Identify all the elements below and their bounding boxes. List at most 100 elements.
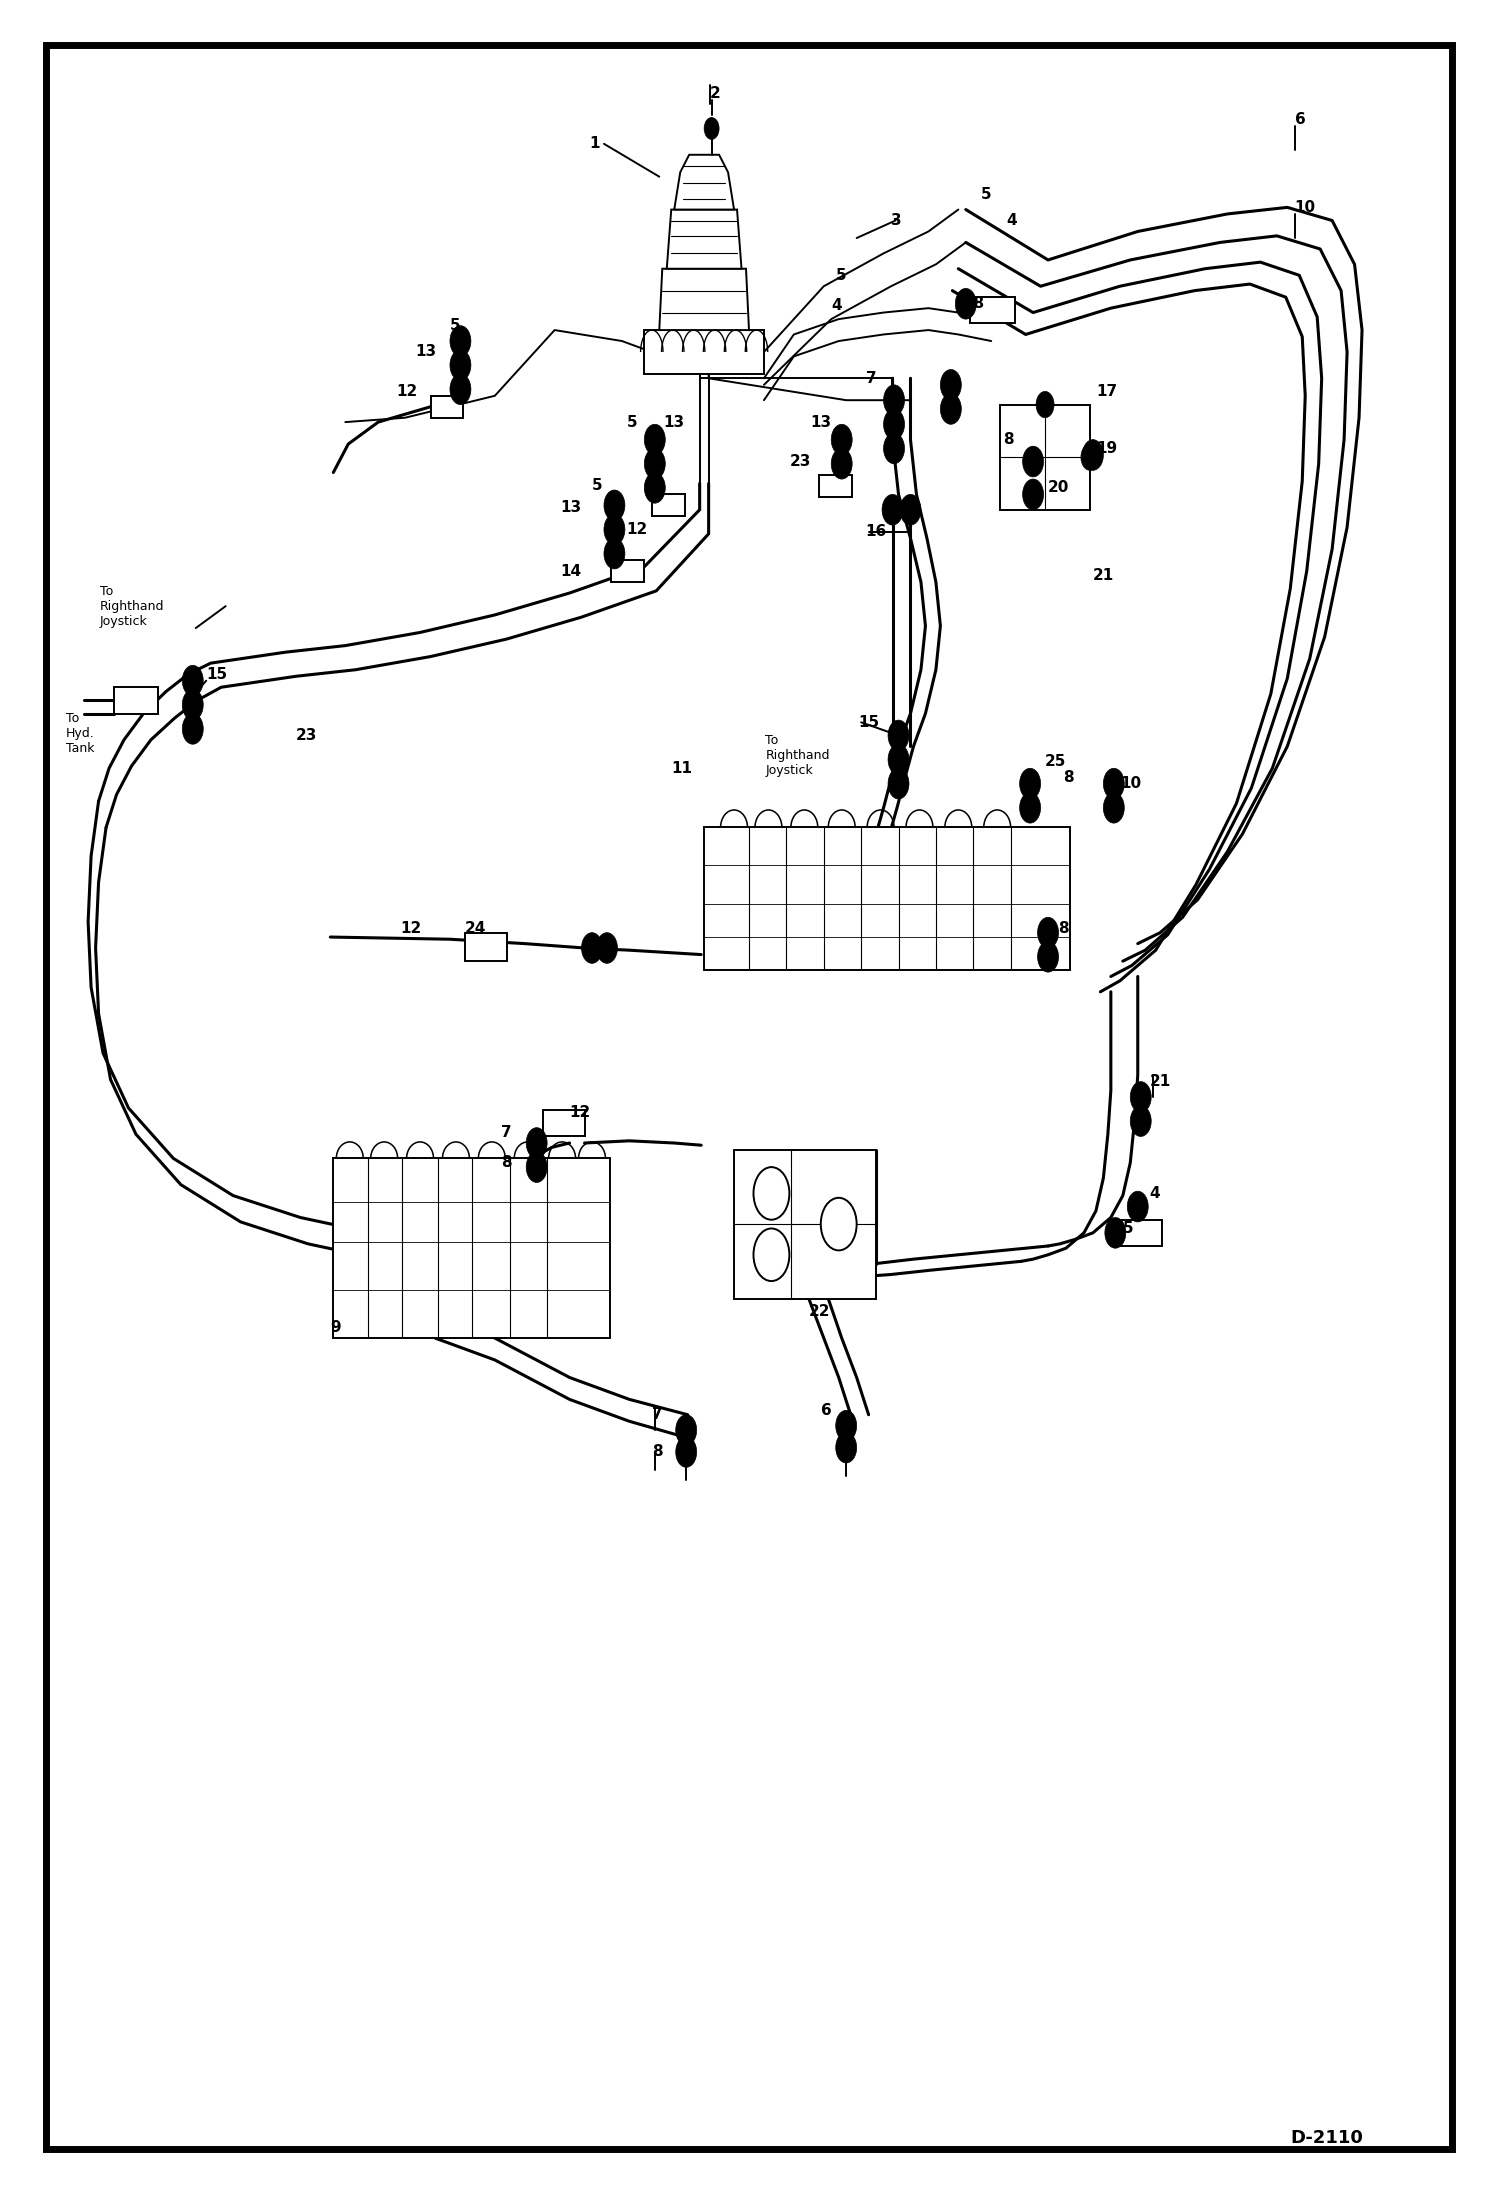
- Text: 4: 4: [1150, 1187, 1161, 1200]
- Text: 19: 19: [1097, 441, 1118, 456]
- Text: 10: 10: [1121, 777, 1141, 792]
- Circle shape: [449, 373, 470, 404]
- Circle shape: [753, 1229, 789, 1281]
- Circle shape: [1131, 1082, 1152, 1112]
- Bar: [611, 559, 644, 581]
- Circle shape: [1020, 792, 1041, 823]
- Circle shape: [1106, 1218, 1126, 1248]
- Text: 6: 6: [1294, 112, 1305, 127]
- Text: 12: 12: [626, 522, 647, 538]
- Circle shape: [821, 1198, 857, 1251]
- Text: 13: 13: [810, 415, 831, 430]
- Text: 7: 7: [866, 371, 876, 386]
- Circle shape: [831, 448, 852, 478]
- Bar: [971, 296, 1016, 323]
- Circle shape: [1083, 439, 1104, 470]
- Circle shape: [644, 472, 665, 502]
- Text: 25: 25: [1046, 755, 1067, 770]
- Circle shape: [821, 1198, 857, 1251]
- Polygon shape: [674, 156, 734, 211]
- Circle shape: [753, 1229, 789, 1281]
- Circle shape: [1038, 941, 1059, 972]
- Text: 7: 7: [652, 1406, 662, 1422]
- Circle shape: [831, 423, 852, 454]
- Text: 8: 8: [1004, 432, 1014, 448]
- Text: 6: 6: [821, 1402, 831, 1417]
- Text: 18: 18: [963, 296, 984, 312]
- Polygon shape: [659, 268, 749, 329]
- Text: 10: 10: [1294, 200, 1315, 215]
- Circle shape: [604, 538, 625, 568]
- Bar: [704, 827, 1071, 970]
- Bar: [1001, 404, 1091, 509]
- Text: 12: 12: [569, 1106, 590, 1119]
- Circle shape: [836, 1433, 857, 1463]
- Text: 12: 12: [395, 384, 418, 399]
- Circle shape: [183, 665, 204, 695]
- Text: 3: 3: [891, 213, 902, 228]
- Circle shape: [888, 768, 909, 799]
- Text: 5: 5: [449, 318, 460, 333]
- Bar: [734, 1150, 876, 1299]
- Text: 24: 24: [464, 921, 487, 937]
- Text: 8: 8: [500, 1156, 511, 1169]
- Circle shape: [1104, 768, 1125, 799]
- Circle shape: [884, 432, 905, 463]
- Text: 5: 5: [626, 415, 637, 430]
- Circle shape: [581, 932, 602, 963]
- Circle shape: [1020, 768, 1041, 799]
- Text: 4: 4: [831, 298, 842, 314]
- Circle shape: [882, 494, 903, 524]
- Text: 12: 12: [400, 921, 422, 937]
- Text: 15: 15: [858, 715, 879, 731]
- Circle shape: [836, 1411, 857, 1441]
- Circle shape: [526, 1152, 547, 1183]
- Circle shape: [956, 287, 977, 318]
- Text: 8: 8: [1059, 921, 1070, 937]
- Bar: [334, 1158, 610, 1338]
- Circle shape: [884, 408, 905, 439]
- Text: 23: 23: [297, 728, 318, 744]
- Circle shape: [644, 423, 665, 454]
- Circle shape: [183, 713, 204, 744]
- Text: 2: 2: [710, 86, 721, 101]
- Circle shape: [526, 1128, 547, 1158]
- Circle shape: [183, 689, 204, 720]
- Circle shape: [753, 1167, 789, 1220]
- Bar: [1121, 1220, 1161, 1246]
- Polygon shape: [667, 211, 742, 268]
- Circle shape: [1038, 917, 1059, 948]
- Text: 5: 5: [981, 186, 992, 202]
- Text: 13: 13: [560, 500, 581, 516]
- Circle shape: [900, 494, 921, 524]
- Bar: [819, 474, 852, 496]
- Circle shape: [1037, 391, 1055, 417]
- Circle shape: [644, 448, 665, 478]
- Text: 8: 8: [652, 1444, 662, 1459]
- Circle shape: [596, 932, 617, 963]
- Bar: [464, 932, 506, 961]
- Circle shape: [1023, 445, 1044, 476]
- Circle shape: [941, 369, 962, 399]
- Circle shape: [449, 349, 470, 380]
- Text: 1: 1: [589, 136, 599, 151]
- Text: 5: 5: [1124, 1222, 1134, 1235]
- Circle shape: [1104, 792, 1125, 823]
- Bar: [430, 395, 463, 417]
- Text: To
Hyd.
Tank: To Hyd. Tank: [66, 711, 94, 755]
- Text: 5: 5: [592, 478, 602, 494]
- Text: 15: 15: [207, 667, 228, 682]
- Circle shape: [884, 384, 905, 415]
- Circle shape: [604, 489, 625, 520]
- Text: D-2110: D-2110: [1290, 2128, 1363, 2148]
- Bar: [652, 494, 685, 516]
- Text: 11: 11: [671, 761, 692, 777]
- Text: 14: 14: [560, 564, 581, 579]
- Circle shape: [1128, 1191, 1149, 1222]
- Circle shape: [449, 325, 470, 355]
- Bar: [542, 1110, 584, 1136]
- Text: 20: 20: [1049, 480, 1070, 496]
- Circle shape: [1023, 478, 1044, 509]
- Text: 9: 9: [331, 1319, 342, 1334]
- Circle shape: [676, 1437, 697, 1468]
